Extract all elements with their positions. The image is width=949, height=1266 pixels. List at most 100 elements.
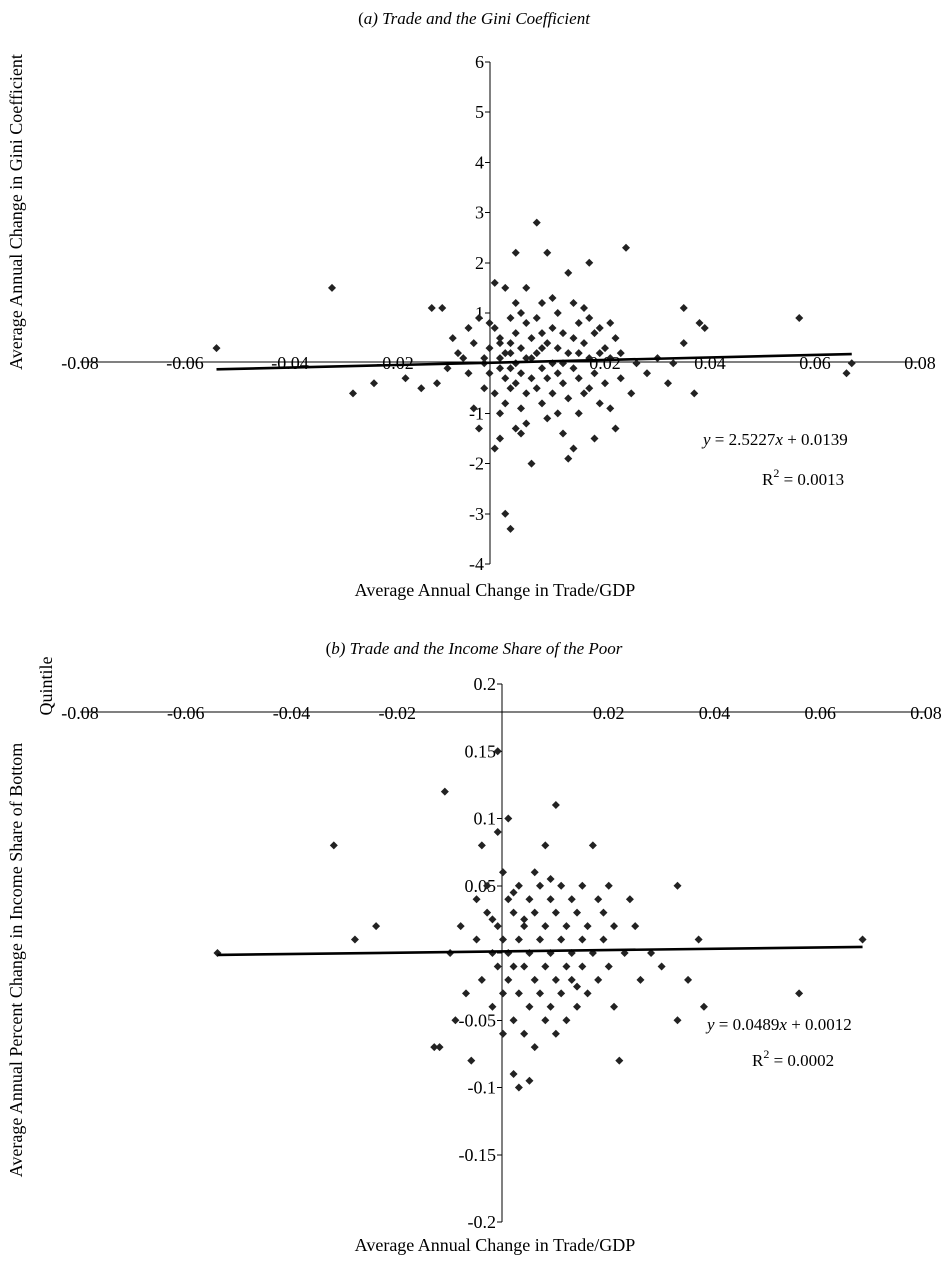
chart-a-data-point — [527, 334, 536, 343]
chart-b-data-point — [684, 975, 693, 984]
chart-b-data-point — [520, 1029, 529, 1038]
chart-b-data-point — [499, 1029, 507, 1038]
chart-b-data-point — [536, 935, 545, 944]
chart-b-x-tick-label: 0.08 — [910, 703, 942, 723]
chart-a-title-rest: ) Trade and the Gini Coefficient — [371, 9, 591, 28]
chart-b-data-point — [530, 868, 539, 877]
chart-a-data-point — [585, 258, 594, 267]
chart-a-trendline — [216, 352, 852, 371]
chart-a-data-point — [469, 404, 478, 413]
chart-b-r2-sup: 2 — [763, 1047, 769, 1061]
chart-a-data-point — [522, 419, 531, 428]
chart-a-data-point — [506, 349, 515, 358]
chart-a-data-point — [611, 334, 620, 343]
chart-b-data-point — [557, 881, 566, 890]
chart-b-title-prefix: ( — [326, 639, 332, 658]
chart-b-y-tick-label: -0.05 — [459, 1010, 497, 1030]
chart-b-eq-y: y — [705, 1015, 715, 1034]
chart-a-data-point — [517, 369, 525, 378]
chart-a-data-point — [611, 424, 620, 433]
chart-a-data-point — [595, 399, 604, 408]
chart-b-data-point — [483, 908, 492, 917]
chart-a-data-point — [564, 454, 573, 463]
chart-b-data-point — [594, 895, 603, 904]
chart-a-data-point — [580, 339, 588, 348]
chart-a-title: (a) Trade and the Gini Coefficient — [358, 9, 591, 28]
chart-b-x-tick-label: 0.06 — [805, 703, 837, 723]
chart-b-data-point — [493, 922, 502, 931]
chart-b-data-point — [504, 814, 513, 823]
chart-a-data-point — [475, 424, 483, 433]
chart-a-data-point — [464, 324, 473, 333]
chart-b-data-point — [673, 881, 682, 890]
chart-a-data-point — [669, 359, 678, 368]
chart-a-y-tick-label: 2 — [475, 253, 484, 273]
chart-a-data-point — [501, 374, 510, 383]
chart-a-data-point — [606, 404, 615, 413]
chart-b-data-point — [578, 935, 587, 944]
chart-a-data-point — [574, 349, 583, 358]
chart-a-data-point — [622, 243, 630, 252]
chart-a-data-point — [574, 374, 583, 383]
chart-a-data-point — [585, 314, 594, 323]
chart-a-data-point — [506, 364, 515, 373]
chart-a-x-tick-label: -0.06 — [166, 353, 204, 373]
chart-b-y-tick-label: 0.05 — [465, 876, 497, 896]
chart-b-x-axis-label: Average Annual Change in Trade/GDP — [355, 1235, 636, 1255]
chart-b-data-point — [673, 1016, 682, 1025]
chart-a-data-point — [480, 354, 489, 363]
chart-a-data-point — [601, 379, 609, 388]
chart-a-x-tick-label: -0.04 — [271, 353, 309, 373]
chart-b-x-tick-label: 0.02 — [593, 703, 625, 723]
chart-b-data-point — [546, 875, 555, 884]
chart-a-data-point — [522, 319, 531, 328]
chart-a-y-tick-label: -2 — [469, 454, 484, 474]
chart-a-data-point — [522, 354, 531, 363]
chart-a-eq-y: y — [701, 430, 711, 449]
chart-a-data-point — [590, 434, 599, 443]
chart-a-data-point — [448, 334, 457, 343]
chart-b-data-point — [636, 975, 645, 984]
chart-a-data-point — [559, 329, 567, 338]
chart-a-data-point — [538, 364, 546, 373]
chart-a-data-point — [569, 444, 578, 453]
chart-a-data-point — [527, 374, 536, 383]
chart-a-eq-intercept: + 0.0139 — [783, 430, 848, 449]
chart-b-data-point — [583, 989, 592, 998]
chart-b-data-points — [213, 747, 867, 1092]
chart-b-x-tick-labels: -0.08 -0.06 -0.04 -0.02 0.02 0.04 0.06 0.08 — [61, 703, 942, 723]
chart-a-data-point — [485, 344, 494, 353]
chart-b-data-point — [461, 989, 470, 998]
chart-a-data-point — [627, 389, 636, 398]
chart-b-r-squared: R2 = 0.0002 — [752, 1047, 834, 1070]
chart-a-r2-value: = 0.0013 — [779, 470, 844, 489]
chart-a-data-point — [538, 298, 546, 307]
chart-b-eq-x: x — [778, 1015, 787, 1034]
chart-b-data-point — [488, 915, 497, 924]
chart-a-data-points — [212, 218, 856, 533]
chart-b-data-point — [525, 1002, 534, 1011]
chart-b-data-point — [504, 975, 513, 984]
chart-b-data-point — [541, 841, 550, 850]
chart-b-data-point — [610, 922, 619, 931]
chart-a-data-point — [511, 379, 520, 388]
chart-a-data-point — [532, 384, 541, 393]
chart-a-data-point — [559, 429, 567, 438]
chart-b-data-point — [536, 989, 545, 998]
chart-a-data-point — [517, 309, 525, 317]
chart-b-title-rest: ) Trade and the Income Share of the Poor — [339, 639, 623, 658]
chart-a-data-point — [417, 384, 426, 393]
chart-b-data-point — [440, 787, 449, 796]
chart-a-y-tick-marks — [485, 61, 490, 565]
chart-a-data-point — [679, 303, 688, 312]
chart-b-data-point — [588, 841, 597, 850]
chart-b-data-point — [472, 895, 481, 904]
chart-a-data-point — [496, 334, 504, 343]
chart-a-x-tick-label: 0.06 — [799, 353, 831, 373]
chart-b-x-tick-label: -0.06 — [167, 703, 205, 723]
chart-a-y-axis-label: Average Annual Change in Gini Coefficien… — [6, 54, 26, 370]
chart-a-data-point — [506, 524, 515, 533]
chart-a-data-point — [370, 379, 378, 388]
chart-b-data-point — [525, 1076, 534, 1085]
chart-a-data-point — [511, 298, 520, 307]
